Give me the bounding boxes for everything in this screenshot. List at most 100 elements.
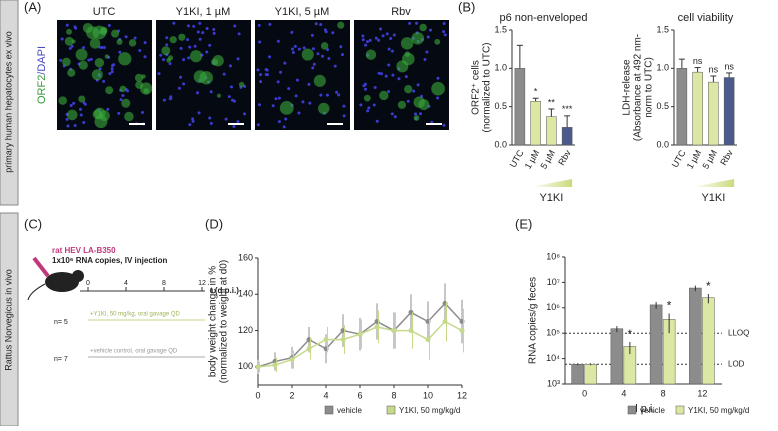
cell xyxy=(256,68,260,72)
timeline-tick-label: 0 xyxy=(86,280,90,287)
significance: * xyxy=(534,87,538,97)
cell xyxy=(307,82,311,86)
cell xyxy=(102,45,106,49)
bar xyxy=(610,328,624,385)
timeline-tick-label: 4 xyxy=(124,280,128,287)
bar xyxy=(692,71,703,146)
cell xyxy=(364,43,368,47)
cell xyxy=(179,75,183,79)
cell xyxy=(374,36,378,40)
y-axis-label: RNA copies/g feces xyxy=(528,277,539,364)
cell xyxy=(297,47,301,51)
y-axis-label: norm to UTC) xyxy=(644,57,655,118)
orf2-signal xyxy=(404,51,411,57)
point xyxy=(459,328,465,334)
channel: /DAPI xyxy=(36,46,48,75)
cell xyxy=(340,53,344,57)
y-tick-label: 10⁵ xyxy=(546,328,560,338)
orf2-signal xyxy=(143,88,149,94)
cell xyxy=(426,35,430,39)
y-axis-label: body weight change in % xyxy=(208,266,219,377)
cell xyxy=(264,72,268,76)
cell xyxy=(436,96,440,100)
orf2-signal xyxy=(318,102,330,115)
dose: 1x10⁶ RNA copies, IV injection xyxy=(52,256,168,265)
cell xyxy=(198,37,202,41)
cell xyxy=(366,109,370,113)
cell xyxy=(415,21,419,25)
panel-label: (E) xyxy=(515,216,532,231)
cell xyxy=(69,103,73,107)
cell xyxy=(372,103,376,107)
x-tick-label: 1 µM xyxy=(523,148,542,170)
legend-label: Y1KI, 50 mg/kg/d xyxy=(399,406,460,415)
y-tick-label: 120 xyxy=(238,325,253,335)
cell xyxy=(361,34,365,38)
cell xyxy=(390,112,394,116)
dose-triangle xyxy=(692,179,735,187)
cell xyxy=(121,94,125,98)
cell xyxy=(373,86,377,90)
micrographs xyxy=(57,20,449,130)
cell xyxy=(337,93,341,97)
cell xyxy=(271,104,275,108)
orf2-signal xyxy=(313,74,326,87)
orf2-signal xyxy=(238,81,245,88)
cell xyxy=(208,43,212,47)
y-tick-label: 0.0 xyxy=(494,139,507,149)
cell xyxy=(117,111,121,115)
cell xyxy=(259,80,263,84)
y-axis-label: (normalized to weight at d0) xyxy=(219,260,230,383)
cell xyxy=(89,57,93,61)
cell xyxy=(165,43,169,47)
cell xyxy=(295,78,299,82)
y-tick-label: 160 xyxy=(238,252,253,262)
cell xyxy=(208,116,212,120)
orf2-signal xyxy=(92,109,103,120)
row-band xyxy=(0,0,19,206)
legend-label: Y1KI, 50 mg/kg/d xyxy=(688,406,749,415)
cell xyxy=(380,72,384,76)
cell xyxy=(335,90,339,94)
point xyxy=(442,319,448,324)
cell xyxy=(73,124,77,128)
x-tick-label: 1 µM xyxy=(685,148,704,170)
cell xyxy=(72,101,76,105)
orf2-signal xyxy=(111,29,120,38)
bar xyxy=(571,363,584,385)
point xyxy=(391,328,397,334)
orf2-signal xyxy=(363,94,371,102)
cell xyxy=(274,97,278,101)
cell xyxy=(342,114,346,118)
orf2-signal xyxy=(413,96,425,108)
cell xyxy=(78,107,82,111)
orf2-signal xyxy=(62,57,71,67)
cell xyxy=(172,21,176,25)
cell xyxy=(367,106,371,110)
cell xyxy=(236,120,240,124)
cell xyxy=(339,45,343,49)
y-tick-label: 0.5 xyxy=(656,101,669,111)
cell xyxy=(443,33,447,37)
cell xyxy=(385,32,389,36)
y-axis-label: ORF2⁺ cells xyxy=(471,60,482,115)
cell xyxy=(138,49,142,53)
virus: rat HEV LA-B350 xyxy=(52,246,116,255)
cell xyxy=(209,121,213,125)
point xyxy=(306,346,312,352)
panel-label: (A) xyxy=(24,0,41,14)
significance: * xyxy=(706,279,711,293)
cell xyxy=(110,70,114,74)
x-tick-label: 4 xyxy=(323,390,328,400)
chart-title: cell viability xyxy=(678,12,734,24)
orf2-signal xyxy=(66,28,72,35)
y-tick-label: 1.0 xyxy=(494,63,507,73)
orf2-signal xyxy=(89,38,101,49)
orf2-signal xyxy=(66,109,78,121)
group-label: Y1KI xyxy=(701,192,725,204)
cell xyxy=(391,73,395,77)
orf2-signal xyxy=(78,95,86,103)
x-tick-label: 8 xyxy=(391,390,396,400)
y-axis-label: (Absorbance at 492 nm- xyxy=(633,34,644,141)
cell xyxy=(297,111,301,115)
